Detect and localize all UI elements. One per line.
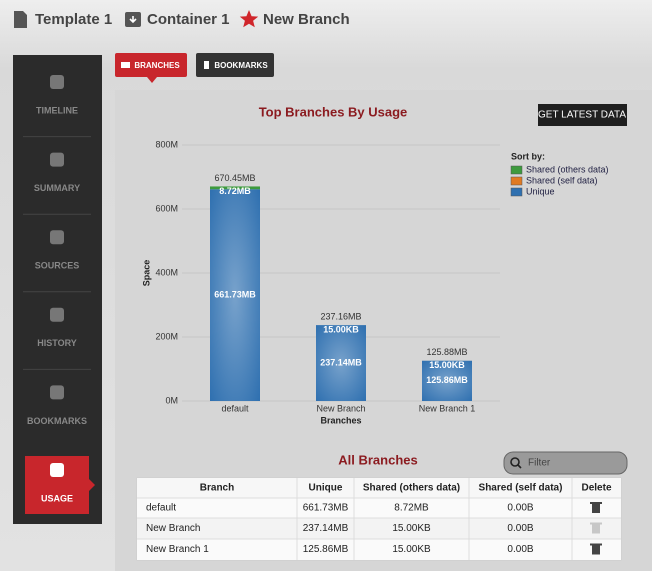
sidebar-item[interactable]: TIMELINE — [36, 105, 78, 115]
y-tick-label: 200M — [155, 331, 178, 341]
table-row — [137, 539, 621, 560]
delete-icon[interactable] — [592, 504, 600, 513]
x-axis-label: Branches — [320, 415, 361, 425]
table-cell: 0.00B — [507, 544, 533, 555]
bar-value-label: 15.00KB — [323, 324, 359, 334]
sidebar-icon — [50, 463, 64, 477]
x-tick-label: New Branch 1 — [419, 403, 476, 413]
sidebar-active-pointer — [89, 479, 95, 491]
tab-pointer — [147, 77, 157, 83]
table-header-cell: Shared (others data) — [363, 483, 460, 494]
bar-value-label: 8.72MB — [219, 186, 251, 196]
breadcrumb-item[interactable]: Template 1 — [35, 11, 112, 28]
bar-value-label: 661.73MB — [214, 289, 256, 299]
bar-value-label: 237.14MB — [320, 357, 362, 367]
delete-icon[interactable] — [592, 524, 600, 534]
sidebar-item[interactable]: SOURCES — [35, 261, 80, 271]
delete-icon[interactable] — [592, 545, 600, 555]
table-header — [137, 478, 621, 498]
bar-total-label: 670.45MB — [214, 173, 255, 183]
sidebar-icon — [50, 152, 64, 167]
bar-value-label: 125.86MB — [426, 375, 468, 385]
x-tick-label: default — [221, 403, 249, 413]
table-cell: 125.86MB — [303, 544, 349, 555]
sidebar — [13, 55, 102, 524]
chart-title: Top Branches By Usage — [259, 104, 408, 119]
table-cell: 661.73MB — [303, 503, 349, 514]
table-cell: 237.14MB — [303, 523, 349, 534]
branches-tab[interactable] — [115, 53, 187, 77]
y-tick-label: 600M — [155, 203, 178, 213]
sidebar-item[interactable]: HISTORY — [37, 338, 77, 348]
table-cell: 15.00KB — [392, 544, 431, 555]
table-cell: default — [146, 503, 176, 514]
bar-shine — [422, 360, 472, 401]
bar-segment — [210, 186, 260, 190]
table-row — [137, 518, 621, 539]
y-tick-label: 800M — [155, 139, 178, 149]
legend-label[interactable]: Unique — [526, 186, 555, 196]
table-cell: 15.00KB — [392, 523, 431, 534]
table-cell: 8.72MB — [394, 503, 429, 514]
filter-placeholder: Filter — [528, 458, 551, 469]
branch-star-icon — [239, 10, 259, 28]
bar-total-label: 237.16MB — [320, 311, 361, 321]
legend-label[interactable]: Shared (others data) — [526, 164, 609, 174]
template-icon — [14, 11, 27, 28]
sidebar-item[interactable]: BOOKMARKS — [27, 416, 87, 426]
table-cell: New Branch — [146, 523, 200, 534]
delete-icon-lid[interactable] — [590, 502, 602, 504]
search-icon-handle — [517, 464, 522, 469]
button-label[interactable]: GET LATEST DATA — [538, 110, 626, 121]
y-axis-label: Space — [141, 260, 151, 287]
search-icon — [510, 457, 520, 467]
tab-icon — [121, 62, 130, 68]
bar-total-label: 125.88MB — [426, 347, 467, 357]
x-tick-label: New Branch — [316, 403, 365, 413]
legend-swatch[interactable] — [510, 176, 523, 186]
legend-title: Sort by: — [511, 151, 545, 161]
container-icon-arrow — [129, 16, 137, 24]
sidebar-icon — [50, 385, 64, 400]
y-tick-label: 400M — [155, 267, 178, 277]
table-row — [137, 498, 621, 518]
legend-label[interactable]: Shared (self data) — [526, 175, 598, 185]
table-cell: 0.00B — [507, 503, 533, 514]
legend-swatch[interactable] — [510, 165, 523, 175]
table-header-cell: Branch — [200, 483, 234, 494]
legend-swatch[interactable] — [510, 187, 523, 197]
filter-input[interactable] — [503, 451, 628, 475]
table-cell: 0.00B — [507, 523, 533, 534]
tab-label[interactable]: BRANCHES — [134, 61, 180, 70]
sidebar-icon — [50, 230, 64, 245]
sidebar-icon — [50, 75, 64, 89]
bar-shine — [210, 189, 260, 401]
table-header-cell: Unique — [309, 483, 343, 494]
tab-icon — [204, 61, 209, 69]
table-title: All Branches — [338, 452, 417, 467]
bar-value-label: 15.00KB — [429, 360, 465, 370]
get-latest-data-button[interactable] — [538, 104, 627, 126]
bookmarks-tab[interactable] — [196, 53, 274, 77]
sidebar-item[interactable]: USAGE — [41, 493, 73, 503]
table-header-cell: Delete — [581, 483, 611, 494]
breadcrumb-item[interactable]: New Branch — [263, 11, 350, 28]
breadcrumb-item[interactable]: Container 1 — [147, 11, 230, 28]
sidebar-icon — [50, 307, 64, 322]
delete-icon-lid[interactable] — [590, 522, 602, 525]
bar-shine — [316, 325, 366, 401]
tab-label[interactable]: BOOKMARKS — [214, 61, 268, 70]
table-cell: New Branch 1 — [146, 544, 209, 555]
delete-icon-lid[interactable] — [590, 543, 602, 546]
table-header-cell: Shared (self data) — [479, 483, 563, 494]
y-tick-label: 0M — [165, 395, 178, 405]
sidebar-item[interactable]: SUMMARY — [34, 183, 80, 193]
